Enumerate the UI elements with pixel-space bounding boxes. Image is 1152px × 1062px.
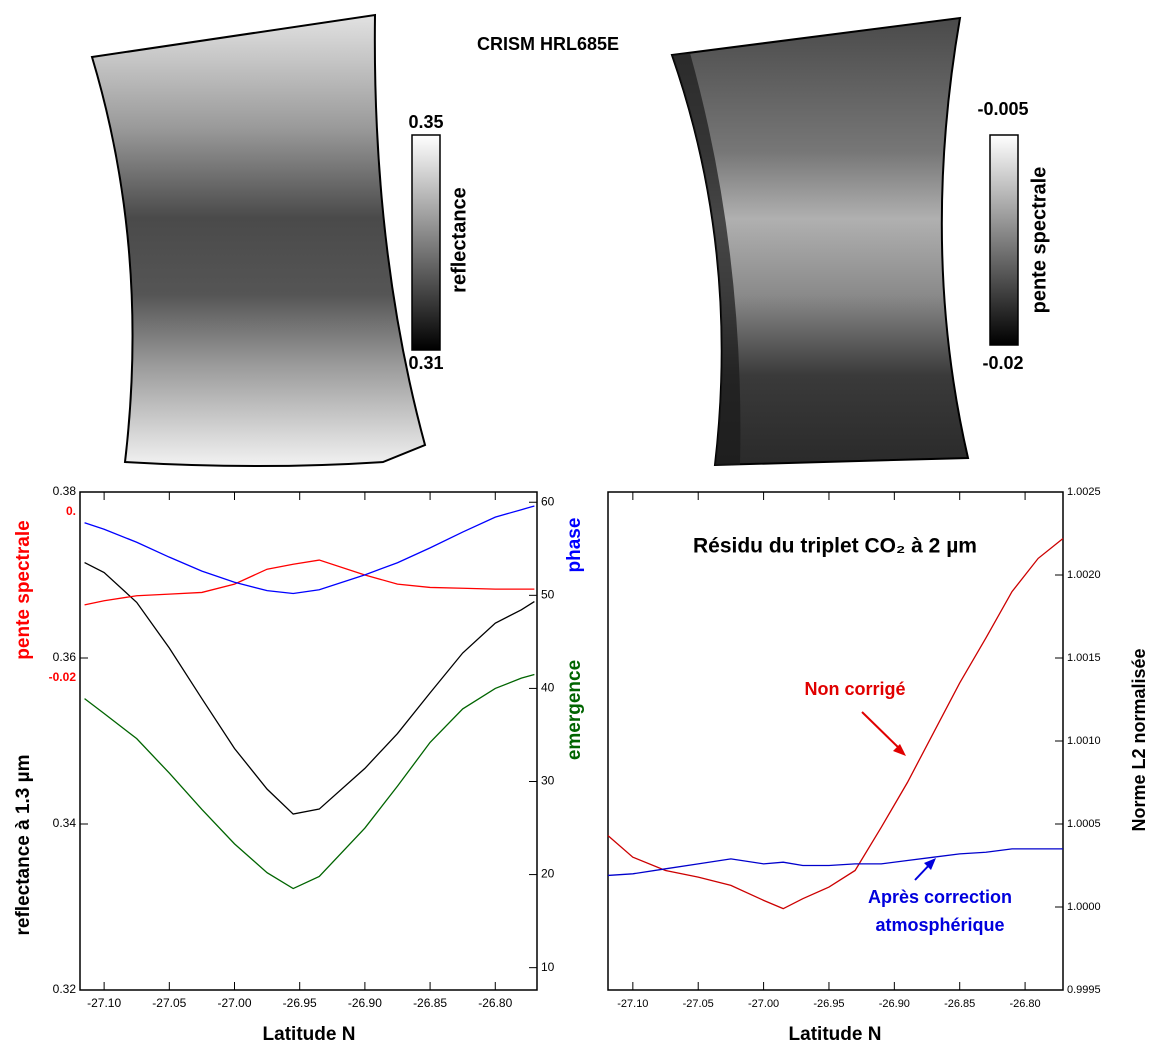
x-tick-label: -27.00: [217, 996, 251, 1010]
x-tick-label: -26.95: [283, 996, 317, 1010]
y-tick-label: 1.0010: [1067, 735, 1101, 747]
arrow-head: [924, 858, 936, 870]
x-tick-label: -26.90: [879, 998, 910, 1010]
arrow-head: [893, 744, 906, 756]
annotation: Non corrigé: [804, 679, 905, 699]
y-tick-label: 60: [541, 494, 555, 508]
x-tick-label: -26.85: [413, 996, 447, 1010]
y-tick-label: 0.: [66, 504, 76, 518]
colorbar-min: 0.31: [408, 353, 443, 373]
annotation-arrow: [861, 711, 904, 753]
x-tick-label: -26.90: [348, 996, 382, 1010]
x-axis-label: Latitude N: [789, 1024, 882, 1045]
chart-title: Résidu du triplet CO₂ à 2 µm: [693, 535, 977, 558]
y-tick-label: 10: [541, 960, 555, 974]
x-tick-label: -27.10: [87, 996, 121, 1010]
reflectance-map: [90, 13, 427, 467]
y-tick-label: 1.0000: [1067, 901, 1101, 913]
y-tick-label: 1.0020: [1067, 569, 1101, 581]
annotation: Après correction: [868, 887, 1012, 907]
series-axis-label: pente spectrale: [13, 520, 34, 659]
y-tick-label: 0.38: [53, 484, 77, 498]
x-tick-label: -26.80: [478, 996, 512, 1010]
colorbar-label: reflectance: [448, 187, 470, 293]
x-tick-label: -27.05: [152, 996, 186, 1010]
y-tick-label: 50: [541, 587, 555, 601]
y-tick-label: 40: [541, 681, 555, 695]
colorbar: [989, 134, 1019, 346]
y-tick-label: 1.0025: [1067, 486, 1101, 498]
colorbar-label: pente spectrale: [1028, 167, 1050, 314]
data-line: [84, 559, 535, 606]
x-tick-label: -26.95: [813, 998, 844, 1010]
plot-frame: [79, 491, 538, 991]
series-axis-label: reflectance à 1.3 µm: [13, 755, 34, 936]
x-axis-label: Latitude N: [263, 1024, 356, 1045]
data-line: [607, 848, 1063, 877]
x-tick-label: -27.00: [748, 998, 779, 1010]
series-axis-label: emergence: [564, 660, 585, 760]
x-tick-label: -26.80: [1009, 998, 1040, 1010]
y-tick-label: -0.02: [49, 670, 77, 684]
x-tick-label: -26.85: [944, 998, 975, 1010]
colorbar-max: 0.35: [408, 112, 443, 132]
y-tick-label: 1.0005: [1067, 818, 1101, 830]
data-line: [84, 505, 535, 595]
data-line: [84, 561, 535, 815]
y-axis-label: Norme L2 normalisée: [1129, 648, 1149, 831]
y-tick-label: 0.34: [53, 816, 77, 830]
map-edge-shade: [672, 53, 741, 465]
annotation: atmosphérique: [875, 915, 1004, 935]
data-line: [607, 537, 1064, 910]
y-tick-label: 0.9995: [1067, 984, 1101, 996]
x-tick-label: -27.10: [617, 998, 648, 1010]
data-line: [84, 673, 535, 890]
colorbar: [411, 134, 441, 351]
colorbar-max: -0.005: [977, 99, 1028, 119]
series-axis-label: phase: [564, 518, 585, 573]
y-tick-label: 0.36: [53, 650, 77, 664]
slope-map: [670, 16, 970, 467]
x-tick-label: -27.05: [683, 998, 714, 1010]
colorbar-min: -0.02: [982, 353, 1023, 373]
y-tick-label: 30: [541, 774, 555, 788]
y-tick-label: 20: [541, 867, 555, 881]
y-tick-label: 1.0015: [1067, 652, 1101, 664]
y-tick-label: 0.32: [53, 982, 77, 996]
figure-title: CRISM HRL685E: [477, 34, 619, 54]
